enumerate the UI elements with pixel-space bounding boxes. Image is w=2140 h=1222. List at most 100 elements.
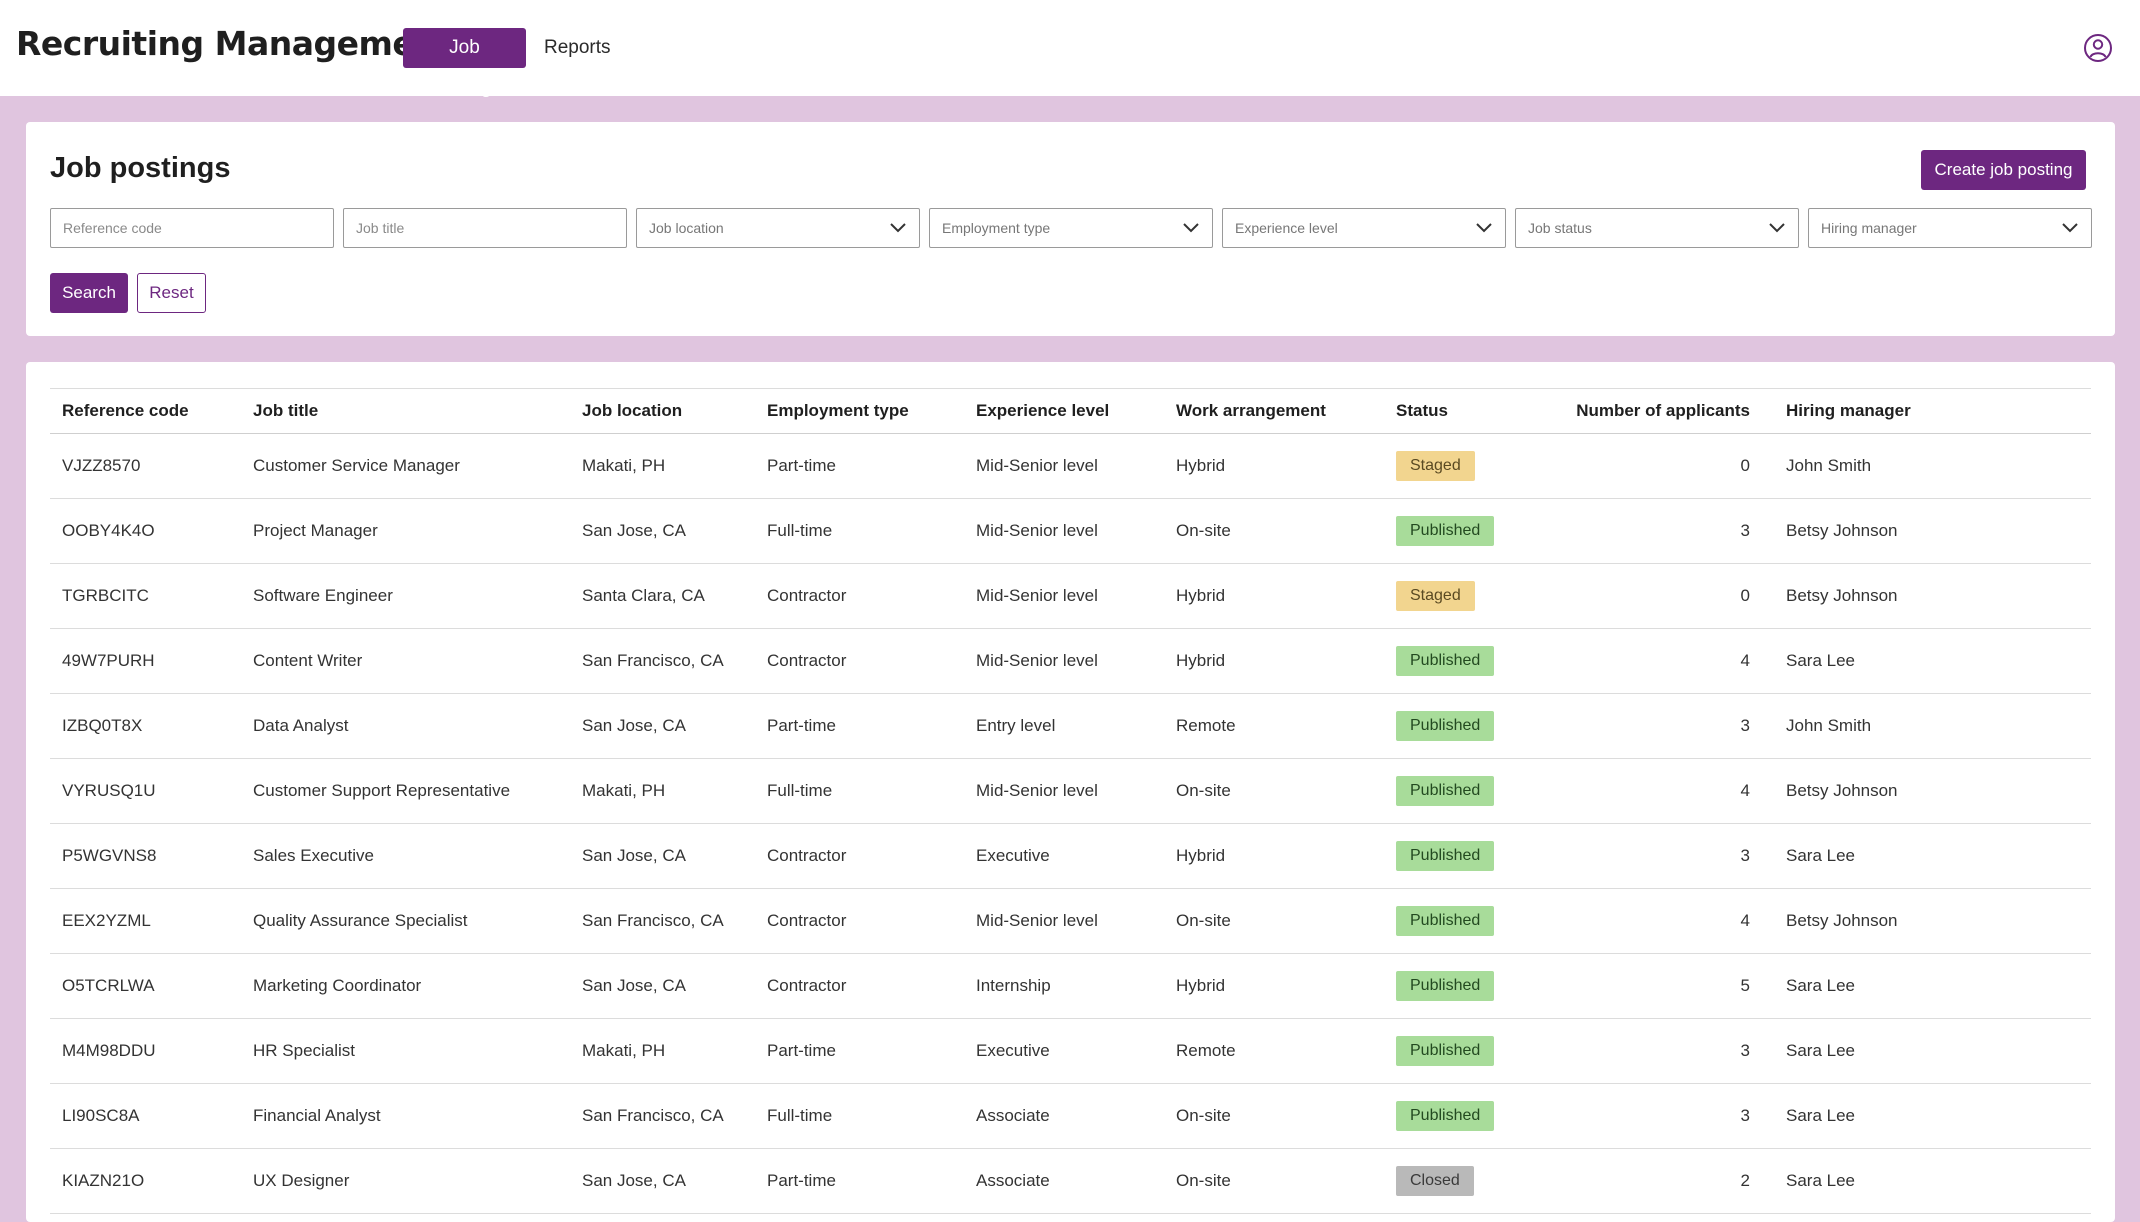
table-cell: On-site <box>1164 888 1384 954</box>
chevron-down-icon <box>1183 223 1199 233</box>
table-cell: Internship <box>964 953 1164 1019</box>
table-cell: San Francisco, CA <box>570 888 755 954</box>
search-button[interactable]: Search <box>50 273 128 313</box>
reset-button[interactable]: Reset <box>137 273 206 313</box>
status-cell: Published <box>1384 953 1551 1019</box>
table-row[interactable]: M4M98DDU HR Specialist Makati, PH Part-time… <box>50 1018 2091 1084</box>
column-header: Job title <box>241 388 570 434</box>
table-row[interactable]: LI90SC8A Financial Analyst San Francisco, … <box>50 1083 2091 1149</box>
table-row[interactable]: EEX2YZML Quality Assurance Specialist San … <box>50 888 2091 954</box>
status-badge: Published <box>1396 1036 1495 1066</box>
table-cell: 0 <box>1551 433 1774 499</box>
job-title-input[interactable] <box>343 208 627 248</box>
status-cell: Published <box>1384 758 1551 824</box>
job-status-select[interactable]: Job status <box>1515 208 1799 248</box>
table-row[interactable]: KIAZN21O UX Designer San Jose, CA Part-time… <box>50 1148 2091 1214</box>
status-badge: Published <box>1396 906 1495 936</box>
table-header-row: Reference code Job title Job location Emplo… <box>50 388 2091 434</box>
reference-code-input[interactable] <box>50 208 334 248</box>
table-row[interactable]: P5WGVNS8 Sales Executive San Jose, CA Contr… <box>50 823 2091 889</box>
table-cell: 4 <box>1551 628 1774 694</box>
table-row[interactable]: IZBQ0T8X Data Analyst San Jose, CA Part-tim… <box>50 693 2091 759</box>
table-cell: 4 <box>1551 758 1774 824</box>
table-cell: M4M98DDU <box>50 1018 241 1084</box>
table-cell: Part-time <box>755 1018 964 1084</box>
column-header: Work arrangement <box>1164 388 1384 434</box>
status-cell: Published <box>1384 1018 1551 1084</box>
table-cell: Full-time <box>755 758 964 824</box>
table-cell: Full-time <box>755 498 964 564</box>
table-cell: San Jose, CA <box>570 823 755 889</box>
table-cell: Sara Lee <box>1774 628 2091 694</box>
status-cell: Published <box>1384 628 1551 694</box>
table-row[interactable]: OOBY4K4O Project Manager San Jose, CA Full-… <box>50 498 2091 564</box>
table-cell: Hybrid <box>1164 953 1384 1019</box>
status-badge: Closed <box>1396 1166 1474 1196</box>
table-cell: Makati, PH <box>570 758 755 824</box>
column-header: Employment type <box>755 388 964 434</box>
table-cell: Hybrid <box>1164 433 1384 499</box>
table-cell: 3 <box>1551 1083 1774 1149</box>
tab-reports[interactable]: Reports <box>544 37 611 58</box>
hiring-manager-select[interactable]: Hiring manager <box>1808 208 2092 248</box>
table-cell: 3 <box>1551 823 1774 889</box>
table-cell: San Francisco, CA <box>570 628 755 694</box>
table-cell: Mid-Senior level <box>964 758 1164 824</box>
table-cell: HR Specialist <box>241 1018 570 1084</box>
table-cell: Software Engineer <box>241 563 570 629</box>
status-badge: Published <box>1396 841 1495 871</box>
tab-job-postings[interactable]: Job Postings <box>403 28 526 98</box>
create-job-posting-button[interactable]: Create job posting <box>1921 150 2086 190</box>
employment-type-select[interactable]: Employment type <box>929 208 1213 248</box>
status-badge: Published <box>1396 776 1495 806</box>
table-row[interactable]: VJZZ8570 Customer Service Manager Makati, … <box>50 433 2091 499</box>
table-cell: Hybrid <box>1164 563 1384 629</box>
table-cell: Executive <box>964 1018 1164 1084</box>
experience-level-select-label: Experience level <box>1235 220 1338 236</box>
table-cell: VJZZ8570 <box>50 433 241 499</box>
table-row[interactable]: O5TCRLWA Marketing Coordinator San Jose, C… <box>50 953 2091 1019</box>
table-cell: Executive <box>964 823 1164 889</box>
status-badge: Published <box>1396 516 1495 546</box>
experience-level-select[interactable]: Experience level <box>1222 208 1506 248</box>
status-badge: Published <box>1396 971 1495 1001</box>
employment-type-select-label: Employment type <box>942 220 1051 236</box>
table-cell: EEX2YZML <box>50 888 241 954</box>
table-cell: Hybrid <box>1164 628 1384 694</box>
table-cell: 2 <box>1551 1148 1774 1214</box>
table-row[interactable]: 49W7PURH Content Writer San Francisco, CA C… <box>50 628 2091 694</box>
table-cell: San Francisco, CA <box>570 1083 755 1149</box>
job-location-select[interactable]: Job location <box>636 208 920 248</box>
status-badge: Published <box>1396 711 1495 741</box>
user-circle-icon[interactable] <box>2082 32 2114 64</box>
table-cell: Betsy Johnson <box>1774 498 2091 564</box>
table-cell: On-site <box>1164 498 1384 564</box>
table-cell: Sara Lee <box>1774 1083 2091 1149</box>
status-cell: Published <box>1384 1083 1551 1149</box>
table-cell: Makati, PH <box>570 1018 755 1084</box>
hiring-manager-select-label: Hiring manager <box>1821 220 1917 236</box>
filter-panel: Job postings Create job posting Job loca… <box>26 122 2115 336</box>
table-cell: 49W7PURH <box>50 628 241 694</box>
table-row[interactable]: VYRUSQ1U Customer Support Representative M… <box>50 758 2091 824</box>
table-cell: Mid-Senior level <box>964 433 1164 499</box>
status-badge: Staged <box>1396 451 1475 481</box>
table-cell: Part-time <box>755 433 964 499</box>
table-cell: Sales Executive <box>241 823 570 889</box>
table-row[interactable]: TGRBCITC Software Engineer Santa Clara, CA… <box>50 563 2091 629</box>
table-cell: Remote <box>1164 1018 1384 1084</box>
results-panel: Reference code Job title Job location Emplo… <box>26 362 2115 1222</box>
column-header: Hiring manager <box>1774 388 2091 434</box>
status-badge: Staged <box>1396 581 1475 611</box>
table-cell: Remote <box>1164 693 1384 759</box>
table-cell: Contractor <box>755 628 964 694</box>
table-cell: John Smith <box>1774 693 2091 759</box>
app-title: Recruiting Management <box>16 24 453 63</box>
column-header: Number of applicants <box>1551 388 1774 434</box>
table-cell: Marketing Coordinator <box>241 953 570 1019</box>
table-cell: Part-time <box>755 1148 964 1214</box>
table-cell: Contractor <box>755 823 964 889</box>
table-cell: On-site <box>1164 758 1384 824</box>
job-location-select-label: Job location <box>649 220 724 236</box>
table-cell: Associate <box>964 1148 1164 1214</box>
